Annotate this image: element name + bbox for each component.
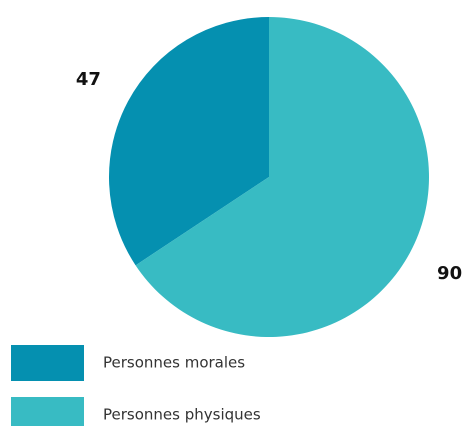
legend-label: Personnes physiques <box>103 406 261 424</box>
legend-swatch <box>11 397 84 426</box>
pie-slice <box>135 17 429 337</box>
pie-slice <box>108 17 269 266</box>
value-label: 90 <box>437 263 462 284</box>
value-label: 47 <box>76 69 101 90</box>
legend-swatch <box>11 345 84 381</box>
legend-label: Personnes morales <box>103 354 245 372</box>
